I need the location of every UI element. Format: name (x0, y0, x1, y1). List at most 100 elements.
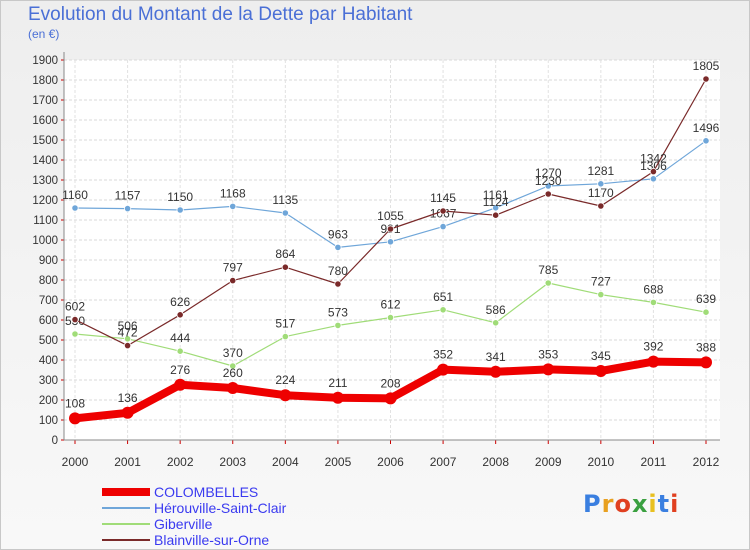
data-label: 864 (275, 247, 295, 261)
series-blainville-sur-orne: 602 472 626 797 864 780 1055 1145 1124 1230 1170 13… (65, 59, 720, 350)
data-point (123, 335, 132, 343)
data-point (229, 276, 237, 285)
data-point (489, 365, 502, 378)
legend-swatch (102, 507, 150, 509)
logo-letter: i (670, 490, 680, 518)
logo-letter: r (601, 490, 615, 518)
data-label: 136 (118, 391, 138, 405)
data-point (279, 389, 292, 402)
data-label: 370 (223, 346, 243, 360)
y-tick-label: 1000 (32, 235, 58, 247)
data-label: 224 (275, 373, 295, 387)
legend-swatch (102, 539, 150, 541)
y-tick-label: 300 (39, 375, 58, 387)
y-tick-label: 500 (39, 335, 58, 347)
data-point (439, 207, 447, 215)
data-point (492, 211, 500, 219)
data-point (386, 313, 395, 322)
chart-title: Evolution du Montant de la Dette par Hab… (28, 4, 413, 25)
data-label: 612 (380, 298, 400, 312)
data-point (174, 378, 187, 391)
data-point (281, 209, 289, 217)
data-point (71, 315, 79, 324)
data-point (702, 308, 710, 316)
x-tick-label: 2009 (535, 455, 562, 469)
data-label: 1161 (483, 188, 509, 202)
data-label: 573 (328, 305, 348, 319)
data-label: 1055 (377, 209, 404, 223)
data-label: 626 (170, 295, 190, 309)
data-label: 1124 (483, 195, 509, 209)
y-tick-label: 1700 (32, 95, 58, 107)
legend-swatch (102, 523, 150, 525)
series-h-rouville-saint-clair: 1160115711501168113596399110671161127012… (62, 121, 720, 251)
data-label: 639 (696, 292, 716, 306)
data-point (226, 382, 239, 394)
data-label: 341 (486, 350, 506, 364)
data-point (176, 347, 184, 355)
data-label: 1157 (115, 189, 141, 203)
proxiti-logo: Proxiti (583, 490, 679, 518)
y-tick-label: 600 (39, 315, 58, 327)
series-giberville: 530506444370517573612651586785727688639 (65, 263, 716, 370)
x-tick-label: 2002 (167, 455, 194, 469)
x-tick-label: 2008 (482, 455, 509, 469)
x-tick-label: 2010 (587, 455, 614, 469)
data-label: 1281 (587, 164, 614, 178)
legend-swatch (102, 488, 150, 496)
data-label: 211 (328, 376, 347, 390)
data-point (439, 306, 447, 314)
data-label: 1135 (272, 193, 298, 207)
data-label: 345 (591, 349, 611, 363)
data-point (437, 363, 450, 376)
data-label: 963 (328, 227, 348, 241)
y-tick-label: 1800 (32, 75, 58, 87)
data-label: 1306 (640, 159, 667, 173)
y-tick-label: 1600 (32, 115, 58, 127)
data-point (597, 202, 605, 210)
data-label: 353 (538, 347, 558, 361)
x-tick-label: 2012 (693, 455, 720, 469)
data-label: 392 (643, 340, 663, 354)
data-point (597, 290, 605, 299)
plot-area (64, 60, 720, 440)
data-label: 517 (275, 317, 295, 331)
data-point (597, 180, 605, 188)
data-point (594, 365, 607, 377)
data-point (281, 332, 289, 341)
data-point (123, 205, 132, 213)
data-point (647, 355, 660, 368)
data-point (544, 190, 552, 198)
data-point (121, 406, 134, 419)
data-label: 1496 (693, 121, 720, 135)
data-point (176, 206, 184, 214)
data-point (492, 319, 500, 327)
data-point (334, 243, 342, 251)
x-tick-label: 2007 (430, 455, 457, 469)
data-point (334, 280, 342, 288)
data-label: 1150 (167, 190, 193, 204)
legend-label: Giberville (154, 516, 213, 532)
y-tick-label: 400 (39, 355, 58, 367)
data-label: 1170 (588, 186, 614, 200)
data-label: 1270 (535, 166, 562, 180)
chart-unit: (en €) (28, 27, 60, 41)
series-colombelles: 108 136 276 260 224 211 208 352 341 353 345 392 388 (65, 340, 716, 425)
y-tick-label: 200 (39, 395, 58, 407)
data-label: 651 (433, 290, 453, 304)
data-label: 727 (591, 275, 611, 289)
data-point (331, 391, 344, 404)
data-point (71, 204, 79, 212)
data-point (542, 363, 555, 376)
data-label: 472 (118, 326, 138, 340)
data-point (123, 341, 132, 350)
y-tick-label: 800 (39, 275, 58, 287)
y-tick-label: 1900 (32, 55, 58, 67)
data-point (544, 182, 552, 190)
data-label: 688 (643, 282, 663, 296)
data-point (229, 202, 237, 210)
legend-label: Blainville-sur-Orne (154, 532, 270, 548)
data-label: 785 (538, 263, 558, 277)
data-point (544, 279, 552, 287)
